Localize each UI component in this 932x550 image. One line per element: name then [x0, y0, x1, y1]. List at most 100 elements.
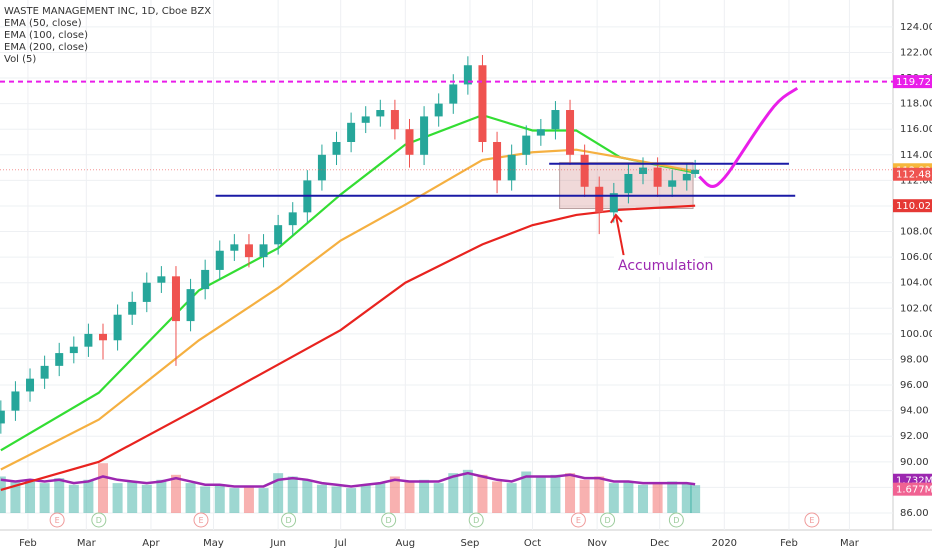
candle-body	[274, 225, 283, 245]
y-tick-label: 114.00	[900, 150, 932, 161]
y-tick-label: 104.00	[900, 278, 932, 289]
y-tick-label: 96.00	[900, 380, 929, 391]
candle-body	[186, 289, 195, 322]
candle-body	[668, 180, 677, 187]
volume-bar	[273, 473, 284, 513]
event-label: D	[386, 516, 392, 525]
axis-price-tag	[893, 482, 932, 496]
x-tick-label: 2020	[712, 538, 737, 549]
candle-body	[11, 391, 20, 411]
event-marker	[193, 512, 209, 528]
volume-bar	[316, 484, 327, 513]
chart-title: WASTE MANAGEMENT INC, 1D, Cboe BZX	[4, 6, 211, 17]
candle-body	[69, 346, 78, 354]
event-marker	[600, 512, 616, 528]
volume-bar	[39, 483, 50, 513]
x-tick-label: Jul	[334, 538, 347, 549]
x-tick-label: Mar	[77, 538, 97, 549]
x-tick-label: Nov	[587, 538, 607, 549]
volume-bar	[681, 483, 692, 513]
y-tick-label: 100.00	[900, 329, 932, 340]
y-tick-label: 98.00	[900, 354, 929, 365]
x-tick-label: Feb	[780, 538, 798, 549]
candle-body	[171, 276, 180, 322]
volume-bar	[331, 486, 342, 513]
event-label: D	[96, 516, 102, 525]
annotation-arrow	[614, 214, 626, 259]
volume-bar	[170, 474, 181, 513]
volume-bar	[419, 479, 430, 513]
volume-bar	[652, 483, 663, 513]
candle-body	[244, 244, 253, 258]
candle-body	[288, 212, 297, 226]
candle-body	[347, 122, 356, 142]
x-tick-label: Oct	[524, 538, 541, 549]
volume-bar	[492, 481, 503, 513]
axis-price-label: 119.72	[896, 77, 931, 88]
candle-body	[376, 110, 385, 117]
volume-bar	[638, 484, 649, 513]
event-marker	[468, 512, 484, 528]
event-marker	[281, 512, 297, 528]
axis-price-tag	[893, 167, 932, 181]
volume-bar	[404, 481, 415, 513]
candle-body	[259, 244, 268, 258]
y-tick-label: 118.00	[900, 99, 932, 110]
candle-body	[639, 167, 648, 174]
y-tick-label: 124.00	[900, 22, 932, 33]
axis-price-label: 1.677M	[896, 485, 932, 496]
y-tick-label: 116.00	[900, 124, 932, 135]
candle-body	[128, 301, 137, 315]
legend-entry: EMA (100, close)	[4, 30, 88, 41]
y-tick-label: 102.00	[900, 303, 932, 314]
candle-body	[40, 365, 49, 379]
volume-bar	[258, 488, 269, 513]
candle-body	[230, 244, 239, 251]
volume-bar	[448, 473, 459, 513]
event-marker	[804, 512, 820, 528]
axis-price-tag	[893, 199, 932, 213]
volume-bar	[200, 486, 211, 513]
ema-line	[0, 113, 696, 452]
candle-body	[26, 378, 35, 392]
candle-body	[536, 129, 545, 136]
volume-bar	[229, 488, 240, 513]
x-tick-label: Mar	[840, 538, 860, 549]
x-tick-label: Apr	[142, 538, 160, 549]
candle-body	[142, 282, 151, 302]
x-tick-label: Sep	[461, 538, 480, 549]
x-tick-label: Feb	[19, 538, 37, 549]
y-tick-label: 108.00	[900, 227, 932, 238]
candle-body	[580, 154, 589, 187]
volume-bar	[667, 481, 678, 513]
volume-bar	[185, 483, 196, 513]
event-label: E	[55, 516, 60, 525]
volume-ma-line	[0, 471, 696, 488]
candle-body	[157, 276, 166, 283]
candle-body	[55, 353, 64, 366]
volume-bar	[535, 476, 546, 513]
y-tick-label: 112.00	[900, 175, 932, 186]
candle-body	[507, 154, 516, 181]
volume-bar	[97, 463, 108, 513]
volume-bar	[623, 481, 634, 513]
volume-bar	[477, 474, 488, 513]
legend-entry: EMA (50, close)	[4, 18, 82, 29]
volume-bar	[83, 479, 94, 513]
candle-body	[201, 269, 210, 290]
volume-bar	[54, 478, 65, 513]
volume-bar	[346, 488, 357, 513]
event-label: D	[604, 516, 610, 525]
candle-body	[405, 129, 414, 155]
candle-body	[566, 110, 575, 155]
candle-body	[420, 116, 429, 155]
event-marker	[668, 512, 684, 528]
candle-body	[624, 173, 633, 194]
volume-bar	[112, 483, 123, 513]
volume-bar	[579, 479, 590, 513]
event-label: D	[285, 516, 291, 525]
candle-body	[463, 65, 472, 85]
x-tick-label: Jun	[269, 538, 286, 549]
candle-body	[434, 103, 443, 117]
